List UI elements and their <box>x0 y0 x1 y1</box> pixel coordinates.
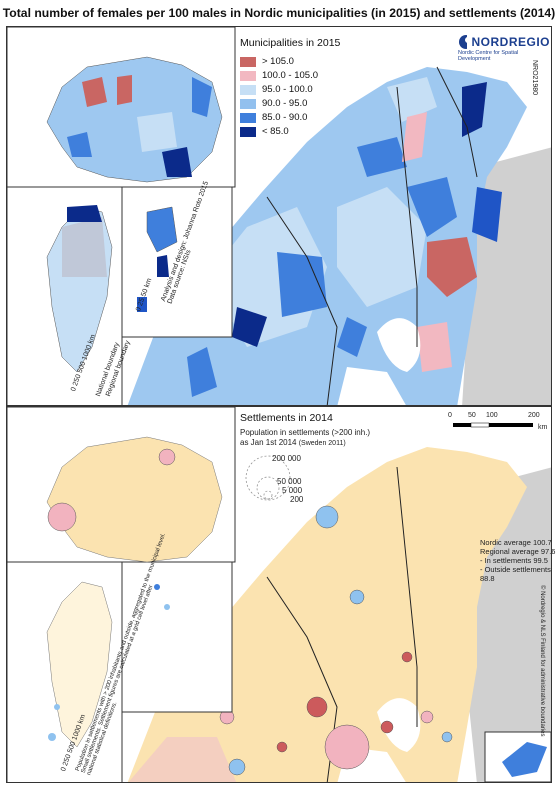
legend-swatch <box>240 56 256 67</box>
legend-class-2: 95.0 - 100.0 <box>240 84 313 95</box>
map-code-top: NRO21980 <box>531 60 538 96</box>
legend-class-5: < 85.0 <box>240 126 289 137</box>
legend-label: 95.0 - 100.0 <box>262 84 313 95</box>
regional-average: Regional average 97.6 <box>480 547 556 556</box>
in-settlements: - In settlements 99.5 <box>480 556 548 565</box>
legend-label: < 85.0 <box>262 126 289 137</box>
logo-name: NORDREGIO <box>471 35 550 49</box>
settlements-date: as Jan 1st 2014 (Sweden 2011) <box>240 438 346 447</box>
scale-bar: 0 50 100 200 km <box>448 412 548 431</box>
size-legend-2: 5 000 <box>282 486 303 495</box>
municipalities-map-svg <box>7 27 551 405</box>
copyright: © Nordregio & NLS Finland for administra… <box>539 585 545 737</box>
settlements-subtitle: Population in settlements (>200 inh.) <box>240 428 371 437</box>
size-legend-circles <box>245 455 291 501</box>
legend-label: 85.0 - 90.0 <box>262 112 308 123</box>
scale-tick: 0 <box>448 412 452 419</box>
legend-swatch <box>240 70 256 81</box>
legend-swatch <box>240 126 256 137</box>
municipalities-main-map <box>6 26 552 406</box>
scale-tick: 200 <box>528 412 540 419</box>
nordic-average: Nordic average 100.7 <box>480 538 552 547</box>
map-title: Total number of females per 100 males in… <box>2 6 556 20</box>
logo-subtitle: Nordic Centre for Spatial Development <box>458 50 519 62</box>
legend-class-3: 90.0 - 95.0 <box>240 98 307 109</box>
size-legend-3: 200 <box>290 495 304 504</box>
legend-swatch <box>240 84 256 95</box>
municipalities-legend-title: Municipalities in 2015 <box>240 37 341 49</box>
scale-bar-graphic <box>453 422 533 428</box>
legend-class-0: > 105.0 <box>240 56 294 67</box>
nordregio-logo: NORDREGIO Nordic Centre for Spatial Deve… <box>458 34 550 62</box>
scale-tick: 50 <box>468 412 476 419</box>
settlements-main-map <box>6 406 552 783</box>
size-legend-0: 200 000 <box>272 454 301 463</box>
legend-class-4: 85.0 - 90.0 <box>240 112 307 123</box>
legend-label: > 105.0 <box>262 56 294 67</box>
legend-swatch <box>240 98 256 109</box>
settlements-legend-title: Settlements in 2014 <box>240 412 333 424</box>
settlements-map-svg <box>7 407 551 782</box>
legend-swatch <box>240 112 256 123</box>
scale-tick: 100 <box>486 412 498 419</box>
nordregio-logo-icon <box>459 35 468 49</box>
legend-class-1: 100.0 - 105.0 <box>240 70 318 81</box>
size-legend-1: 50 000 <box>277 477 302 486</box>
legend-label: 90.0 - 95.0 <box>262 98 308 109</box>
outside-settlements: - Outside settlements 88.8 <box>480 565 551 583</box>
scale-unit: km <box>538 424 548 431</box>
legend-label: 100.0 - 105.0 <box>262 70 318 81</box>
